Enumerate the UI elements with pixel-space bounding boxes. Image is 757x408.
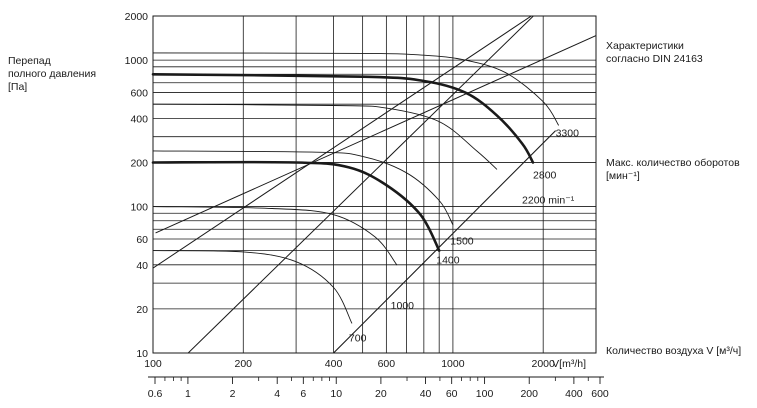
- secondary-tick-label: 400: [565, 388, 583, 400]
- rpm-label-700: 700: [349, 332, 367, 344]
- y-tick-label: 200: [130, 157, 148, 169]
- system-line: [187, 16, 535, 353]
- x-tick-label: 2000: [532, 358, 556, 370]
- rpm-label-2200: 2200 min⁻¹: [522, 194, 575, 206]
- x-tick-label: 400: [325, 358, 343, 370]
- rpm-label-1000: 1000: [391, 300, 415, 312]
- secondary-tick-label: 200: [520, 388, 538, 400]
- secondary-tick-label: 6: [300, 388, 306, 400]
- fan-curve-700: [152, 250, 353, 324]
- secondary-tick-label: 60: [446, 388, 458, 400]
- rpm-label-1400: 1400: [436, 254, 460, 266]
- fan-curves: [151, 16, 596, 354]
- secondary-tick-label: 0.6: [148, 388, 163, 400]
- max-rpm-line: [333, 130, 556, 354]
- tick-labels: 3300 2800 2200 min⁻¹ 1500 1400 1000 700 10 20 40 6…: [125, 11, 586, 370]
- secondary-tick-label: 2: [230, 388, 236, 400]
- rpm-label-3300: 3300: [556, 128, 580, 140]
- y-tick-label: 400: [130, 113, 148, 125]
- rpm-label-2800: 2800: [533, 170, 557, 182]
- y-tick-label: 1000: [125, 55, 149, 67]
- y-tick-label: 2000: [125, 11, 149, 23]
- fan-curve-1000: [152, 206, 398, 266]
- y-tick-label: 600: [130, 88, 148, 100]
- fan-curve-1500: [152, 150, 454, 226]
- secondary-axis: 0.6 1 2 4 6 10 20 40 60 100 200 400 600: [148, 376, 609, 400]
- x-unit-label: V[m³/h]: [552, 358, 586, 370]
- system-line: [153, 16, 533, 269]
- x-tick-label: 200: [235, 358, 253, 370]
- y-tick-label: 40: [136, 260, 148, 272]
- secondary-tick-label: 4: [274, 388, 280, 400]
- secondary-tick-label: 20: [375, 388, 387, 400]
- secondary-tick-label: 600: [591, 388, 609, 400]
- max-rpm-note: Макс. количество оборотов [мин⁻¹]: [606, 157, 740, 182]
- x-tick-label: 1000: [441, 358, 465, 370]
- secondary-tick-label: 40: [420, 388, 432, 400]
- y-axis-title: Перепад полного давления [Па]: [8, 55, 97, 93]
- fan-curve-2200: [152, 103, 498, 170]
- grid: [152, 15, 597, 354]
- x-axis-title: Количество воздуха V [м³/ч]: [606, 345, 742, 357]
- characteristics-note: Характеристики согласно DIN 24163: [606, 40, 703, 65]
- fan-curve-1400: [151, 160, 441, 252]
- y-tick-label: 60: [136, 234, 148, 246]
- y-tick-label: 100: [130, 202, 148, 214]
- secondary-tick-label: 1: [185, 388, 191, 400]
- secondary-tick-label: 10: [330, 388, 342, 400]
- system-line: [155, 35, 596, 234]
- x-tick-label: 100: [144, 358, 162, 370]
- secondary-tick-label: 100: [476, 388, 494, 400]
- fan-curve-3300: [152, 52, 559, 126]
- y-tick-label: 10: [136, 348, 148, 360]
- y-tick-label: 20: [136, 304, 148, 316]
- fan-curve-2800: [151, 73, 535, 164]
- x-tick-label: 600: [378, 358, 396, 370]
- rpm-label-1500: 1500: [450, 236, 474, 248]
